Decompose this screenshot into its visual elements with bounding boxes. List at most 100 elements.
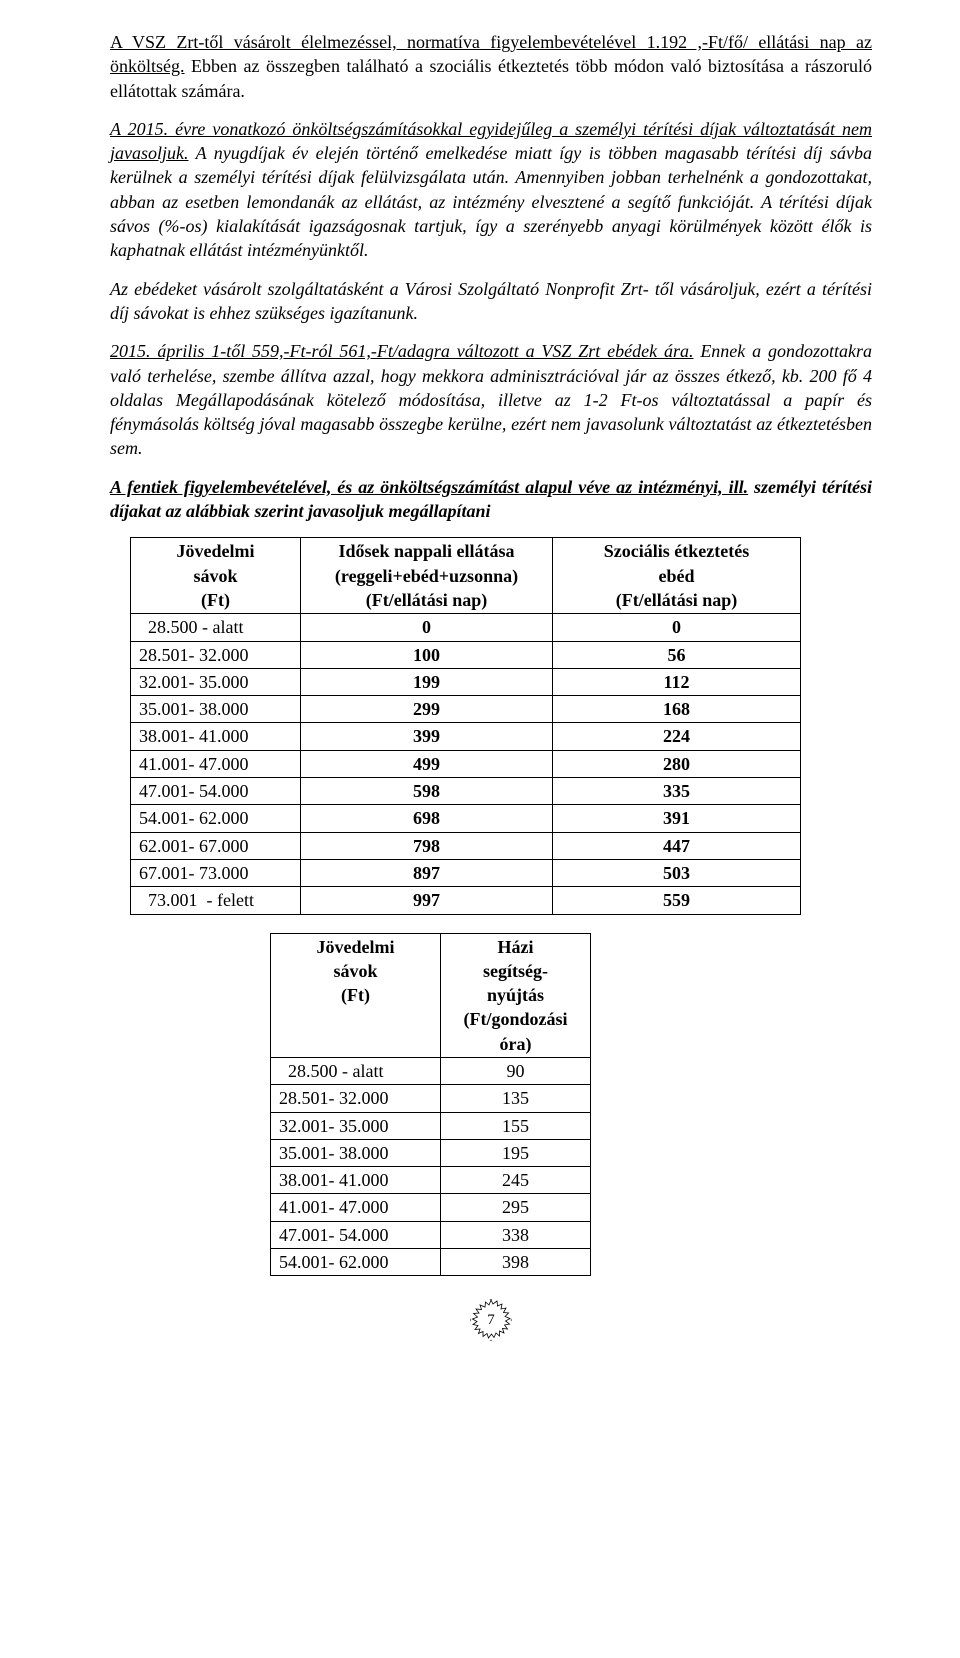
table-row: 54.001- 62.000398 bbox=[271, 1249, 591, 1276]
table-row: 38.001- 41.000399224 bbox=[131, 723, 801, 750]
table-cell: 338 bbox=[441, 1221, 591, 1248]
table-cell: 245 bbox=[441, 1167, 591, 1194]
table-row: 28.501- 32.000135 bbox=[271, 1085, 591, 1112]
t1-h1: Jövedelmi sávok (Ft) bbox=[131, 538, 301, 614]
table-cell: 35.001- 38.000 bbox=[131, 696, 301, 723]
table-cell: 280 bbox=[553, 750, 801, 777]
t2-h1-l2: sávok bbox=[333, 961, 377, 981]
table-cell: 32.001- 35.000 bbox=[131, 668, 301, 695]
t2-h2-l3: nyújtás bbox=[487, 985, 544, 1005]
t2-h2-l5: óra) bbox=[500, 1034, 532, 1054]
fees-table-1: Jövedelmi sávok (Ft) Idősek nappali ellá… bbox=[130, 537, 801, 914]
t2-h2: Házi segítség- nyújtás (Ft/gondozási óra… bbox=[441, 933, 591, 1057]
table-cell: 73.001 - felett bbox=[131, 887, 301, 914]
table-cell: 295 bbox=[441, 1194, 591, 1221]
table-cell: 391 bbox=[553, 805, 801, 832]
t2-h1-l3: (Ft) bbox=[341, 985, 370, 1005]
table-cell: 35.001- 38.000 bbox=[271, 1139, 441, 1166]
t2-h1-l1: Jövedelmi bbox=[317, 937, 395, 957]
table-cell: 798 bbox=[301, 832, 553, 859]
page-number-text: 7 bbox=[487, 1312, 495, 1328]
table-row: 38.001- 41.000245 bbox=[271, 1167, 591, 1194]
table-cell: 897 bbox=[301, 859, 553, 886]
t1-h1-l2: sávok bbox=[193, 566, 237, 586]
t2-h1: Jövedelmi sávok (Ft) bbox=[271, 933, 441, 1057]
paragraph-4: 2015. április 1-től 559,-Ft-ról 561,-Ft/… bbox=[110, 339, 872, 460]
table-row: 32.001- 35.000199112 bbox=[131, 668, 801, 695]
paragraph-2: A 2015. évre vonatkozó önköltségszámítás… bbox=[110, 117, 872, 263]
table-cell: 41.001- 47.000 bbox=[131, 750, 301, 777]
table-cell: 62.001- 67.000 bbox=[131, 832, 301, 859]
table-cell: 100 bbox=[301, 641, 553, 668]
table-cell: 67.001- 73.000 bbox=[131, 859, 301, 886]
table-cell: 41.001- 47.000 bbox=[271, 1194, 441, 1221]
p4-underline: 2015. április 1-től 559,-Ft-ról 561,-Ft/… bbox=[110, 341, 693, 361]
table-cell: 559 bbox=[553, 887, 801, 914]
t2-h2-l2: segítség- bbox=[483, 961, 548, 981]
table-cell: 155 bbox=[441, 1112, 591, 1139]
table-cell: 698 bbox=[301, 805, 553, 832]
table-cell: 0 bbox=[301, 614, 553, 641]
table-row: 32.001- 35.000155 bbox=[271, 1112, 591, 1139]
table-row: 28.500 - alatt90 bbox=[271, 1057, 591, 1084]
table-cell: 335 bbox=[553, 778, 801, 805]
table-cell: 38.001- 41.000 bbox=[131, 723, 301, 750]
t1-h3-l1: Szociális étkeztetés bbox=[604, 541, 749, 561]
table-row: 35.001- 38.000299168 bbox=[131, 696, 801, 723]
table-cell: 0 bbox=[553, 614, 801, 641]
table-cell: 503 bbox=[553, 859, 801, 886]
p1-rest: Ebben az összegben található a szociális… bbox=[110, 56, 872, 100]
table-row: 28.500 - alatt00 bbox=[131, 614, 801, 641]
table-row: 35.001- 38.000195 bbox=[271, 1139, 591, 1166]
p5-underline: A fentiek figyelembevételével, és az önk… bbox=[110, 477, 748, 497]
table-cell: 195 bbox=[441, 1139, 591, 1166]
paragraph-1: A VSZ Zrt-től vásárolt élelmezéssel, nor… bbox=[110, 30, 872, 103]
table-row: 54.001- 62.000698391 bbox=[131, 805, 801, 832]
table-row: 41.001- 47.000295 bbox=[271, 1194, 591, 1221]
t1-h3: Szociális étkeztetés ebéd (Ft/ellátási n… bbox=[553, 538, 801, 614]
table-cell: 28.500 - alatt bbox=[131, 614, 301, 641]
table-cell: 90 bbox=[441, 1057, 591, 1084]
table-cell: 54.001- 62.000 bbox=[271, 1249, 441, 1276]
table-cell: 299 bbox=[301, 696, 553, 723]
table-cell: 168 bbox=[553, 696, 801, 723]
table-cell: 38.001- 41.000 bbox=[271, 1167, 441, 1194]
fees-table-2: Jövedelmi sávok (Ft) Házi segítség- nyúj… bbox=[270, 933, 591, 1277]
t1-h1-l1: Jövedelmi bbox=[177, 541, 255, 561]
table-cell: 28.501- 32.000 bbox=[131, 641, 301, 668]
table-row: 28.501- 32.00010056 bbox=[131, 641, 801, 668]
table-row: 47.001- 54.000598335 bbox=[131, 778, 801, 805]
table-cell: 398 bbox=[441, 1249, 591, 1276]
table-cell: 399 bbox=[301, 723, 553, 750]
paragraph-5: A fentiek figyelembevételével, és az önk… bbox=[110, 475, 872, 524]
table-cell: 499 bbox=[301, 750, 553, 777]
table-cell: 28.500 - alatt bbox=[271, 1057, 441, 1084]
t1-h2-l3: (Ft/ellátási nap) bbox=[366, 590, 488, 610]
p2-rest: A nyugdíjak év elején történő emelkedése… bbox=[110, 143, 872, 260]
table-cell: 47.001- 54.000 bbox=[131, 778, 301, 805]
table-row: 67.001- 73.000897503 bbox=[131, 859, 801, 886]
t2-h2-l4: (Ft/gondozási bbox=[463, 1009, 567, 1029]
t2-h2-l1: Házi bbox=[498, 937, 534, 957]
table-cell: 54.001- 62.000 bbox=[131, 805, 301, 832]
table-cell: 56 bbox=[553, 641, 801, 668]
table-row: 41.001- 47.000499280 bbox=[131, 750, 801, 777]
t1-h2-l1: Idősek nappali ellátása bbox=[338, 541, 514, 561]
table-row: 62.001- 67.000798447 bbox=[131, 832, 801, 859]
t1-h2-l2: (reggeli+ebéd+uzsonna) bbox=[335, 566, 518, 586]
table-row: 47.001- 54.000338 bbox=[271, 1221, 591, 1248]
table-cell: 224 bbox=[553, 723, 801, 750]
paragraph-3: Az ebédeket vásárolt szolgáltatásként a … bbox=[110, 277, 872, 326]
table-cell: 598 bbox=[301, 778, 553, 805]
t1-h1-l3: (Ft) bbox=[201, 590, 230, 610]
table-cell: 135 bbox=[441, 1085, 591, 1112]
table-cell: 447 bbox=[553, 832, 801, 859]
page-number: 7 bbox=[467, 1296, 515, 1344]
t1-h3-l2: ebéd bbox=[659, 566, 695, 586]
t1-h3-l3: (Ft/ellátási nap) bbox=[616, 590, 738, 610]
t1-h2: Idősek nappali ellátása (reggeli+ebéd+uz… bbox=[301, 538, 553, 614]
table-cell: 47.001- 54.000 bbox=[271, 1221, 441, 1248]
table-cell: 112 bbox=[553, 668, 801, 695]
table-cell: 199 bbox=[301, 668, 553, 695]
table-cell: 32.001- 35.000 bbox=[271, 1112, 441, 1139]
